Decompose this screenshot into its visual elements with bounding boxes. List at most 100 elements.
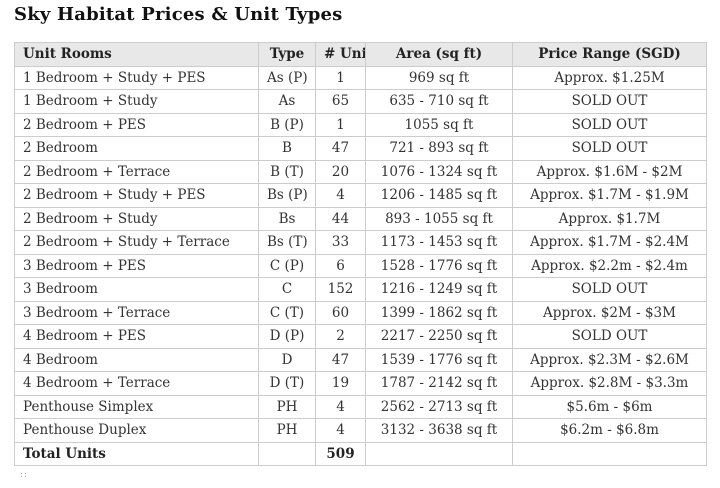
table-row: Penthouse Duplex PH 4 3132 - 3638 sq ft …	[14, 418, 707, 443]
table-row: 3 Bedroom + Terrace C (T) 60 1399 - 1862…	[14, 300, 707, 325]
table-row: 2 Bedroom + Study + PES Bs (P) 4 1206 - …	[14, 183, 707, 208]
cell-type: Bs (T)	[258, 230, 316, 255]
cell-units: 20	[315, 159, 366, 184]
cell-area: 721 - 893 sq ft	[365, 136, 513, 161]
cell-unit-rooms: 1 Bedroom + Study + PES	[14, 65, 259, 90]
table-row: 2 Bedroom + Study Bs 44 893 - 1055 sq ft…	[14, 206, 707, 231]
total-empty-price	[512, 441, 707, 466]
cell-unit-rooms: 2 Bedroom + Study + PES	[14, 183, 259, 208]
cell-area: 1076 - 1324 sq ft	[365, 159, 513, 184]
header-unit-rooms: Unit Rooms	[14, 42, 259, 67]
table-row: Penthouse Simplex PH 4 2562 - 2713 sq ft…	[14, 394, 707, 419]
cell-units: 47	[315, 347, 366, 372]
cell-unit-rooms: Penthouse Duplex	[14, 418, 259, 443]
cell-type: B (T)	[258, 159, 316, 184]
cell-area: 2562 - 2713 sq ft	[365, 394, 513, 419]
cell-area: 1173 - 1453 sq ft	[365, 230, 513, 255]
cell-area: 2217 - 2250 sq ft	[365, 324, 513, 349]
cell-unit-rooms: 3 Bedroom + PES	[14, 253, 259, 278]
total-units-value: 509	[315, 441, 366, 466]
cell-area: 1206 - 1485 sq ft	[365, 183, 513, 208]
table-row: 2 Bedroom + PES B (P) 1 1055 sq ft SOLD …	[14, 112, 707, 137]
table-row: 4 Bedroom + PES D (P) 2 2217 - 2250 sq f…	[14, 324, 707, 349]
cell-units: 4	[315, 183, 366, 208]
cell-price: Approx. $1.7M - $2.4M	[512, 230, 707, 255]
cell-price: $6.2m - $6.8m	[512, 418, 707, 443]
header-type: Type	[258, 42, 316, 67]
cell-type: B	[258, 136, 316, 161]
cell-unit-rooms: 2 Bedroom + Terrace	[14, 159, 259, 184]
cell-unit-rooms: 3 Bedroom	[14, 277, 259, 302]
table-row: 4 Bedroom D 47 1539 - 1776 sq ft Approx.…	[14, 347, 707, 372]
cell-price: Approx. $1.7M - $1.9M	[512, 183, 707, 208]
cell-units: 1	[315, 112, 366, 137]
header-num-units: # Units	[315, 42, 366, 67]
cell-units: 2	[315, 324, 366, 349]
cell-units: 4	[315, 394, 366, 419]
cell-unit-rooms: 4 Bedroom + Terrace	[14, 371, 259, 396]
cell-area: 1539 - 1776 sq ft	[365, 347, 513, 372]
cell-area: 1216 - 1249 sq ft	[365, 277, 513, 302]
cell-unit-rooms: 2 Bedroom + PES	[14, 112, 259, 137]
table-row: 1 Bedroom + Study As 65 635 - 710 sq ft …	[14, 89, 707, 114]
cell-units: 6	[315, 253, 366, 278]
cell-price: $5.6m - $6m	[512, 394, 707, 419]
cell-units: 65	[315, 89, 366, 114]
cell-price: Approx. $1.7M	[512, 206, 707, 231]
cell-type: C (P)	[258, 253, 316, 278]
table-row: 2 Bedroom B 47 721 - 893 sq ft SOLD OUT	[14, 136, 707, 161]
table-row: 1 Bedroom + Study + PES As (P) 1 969 sq …	[14, 65, 707, 90]
cell-price: SOLD OUT	[512, 136, 707, 161]
total-label: Total Units	[14, 441, 259, 466]
cell-type: PH	[258, 418, 316, 443]
cell-unit-rooms: 2 Bedroom + Study	[14, 206, 259, 231]
table-header-row: Unit Rooms Type # Units Area (sq ft) Pri…	[14, 42, 707, 67]
table-row: 2 Bedroom + Study + Terrace Bs (T) 33 11…	[14, 230, 707, 255]
cell-type: As (P)	[258, 65, 316, 90]
cell-units: 33	[315, 230, 366, 255]
cell-price: Approx. $2.3M - $2.6M	[512, 347, 707, 372]
cell-price: Approx. $2.8M - $3.3m	[512, 371, 707, 396]
cell-unit-rooms: 4 Bedroom + PES	[14, 324, 259, 349]
cell-price: Approx. $2M - $3M	[512, 300, 707, 325]
cell-type: D (T)	[258, 371, 316, 396]
table-row: 3 Bedroom C 152 1216 - 1249 sq ft SOLD O…	[14, 277, 707, 302]
cell-price: Approx. $2.2m - $2.4m	[512, 253, 707, 278]
page-footer-dots: ::	[20, 470, 29, 480]
cell-type: Bs (P)	[258, 183, 316, 208]
cell-units: 44	[315, 206, 366, 231]
cell-units: 19	[315, 371, 366, 396]
cell-area: 635 - 710 sq ft	[365, 89, 513, 114]
cell-units: 152	[315, 277, 366, 302]
cell-units: 4	[315, 418, 366, 443]
cell-price: Approx. $1.6M - $2M	[512, 159, 707, 184]
cell-units: 60	[315, 300, 366, 325]
header-area: Area (sq ft)	[365, 42, 513, 67]
cell-price: Approx. $1.25M	[512, 65, 707, 90]
page-title: Sky Habitat Prices & Unit Types	[14, 4, 343, 25]
unit-pricing-table: Unit Rooms Type # Units Area (sq ft) Pri…	[14, 42, 707, 466]
total-empty-area	[365, 441, 513, 466]
cell-type: C (T)	[258, 300, 316, 325]
header-price-range: Price Range (SGD)	[512, 42, 707, 67]
cell-units: 47	[315, 136, 366, 161]
cell-area: 969 sq ft	[365, 65, 513, 90]
cell-unit-rooms: 2 Bedroom	[14, 136, 259, 161]
cell-type: B (P)	[258, 112, 316, 137]
cell-price: SOLD OUT	[512, 112, 707, 137]
cell-type: D (P)	[258, 324, 316, 349]
cell-unit-rooms: 4 Bedroom	[14, 347, 259, 372]
cell-unit-rooms: 2 Bedroom + Study + Terrace	[14, 230, 259, 255]
cell-area: 893 - 1055 sq ft	[365, 206, 513, 231]
total-empty-type	[258, 441, 316, 466]
table-row: 3 Bedroom + PES C (P) 6 1528 - 1776 sq f…	[14, 253, 707, 278]
cell-area: 3132 - 3638 sq ft	[365, 418, 513, 443]
cell-units: 1	[315, 65, 366, 90]
table-row: 2 Bedroom + Terrace B (T) 20 1076 - 1324…	[14, 159, 707, 184]
cell-area: 1055 sq ft	[365, 112, 513, 137]
cell-area: 1528 - 1776 sq ft	[365, 253, 513, 278]
cell-unit-rooms: 3 Bedroom + Terrace	[14, 300, 259, 325]
cell-area: 1787 - 2142 sq ft	[365, 371, 513, 396]
cell-price: SOLD OUT	[512, 89, 707, 114]
